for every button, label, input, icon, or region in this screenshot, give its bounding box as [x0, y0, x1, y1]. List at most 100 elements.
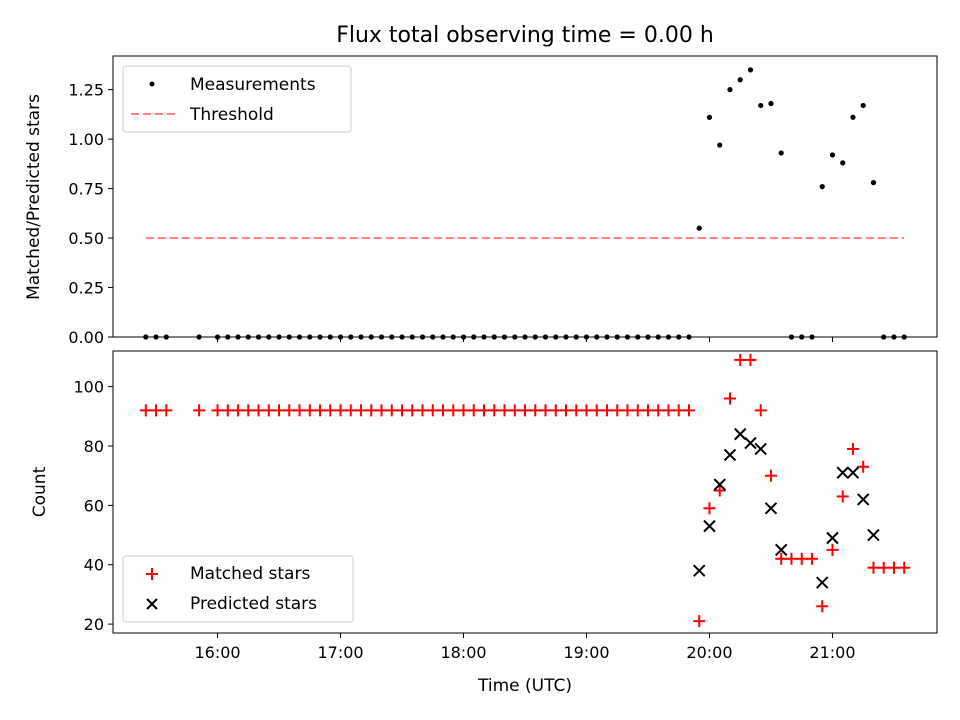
measurements-point — [337, 334, 344, 340]
matched-stars-point — [498, 404, 511, 417]
matched-stars-point — [631, 404, 644, 417]
measurements-point — [624, 334, 631, 340]
matched-stars-point — [836, 490, 849, 503]
matched-stars-point — [887, 561, 900, 574]
measurements-point — [522, 334, 528, 340]
legend-measurements-label: Measurements — [190, 75, 316, 95]
measurements-point — [614, 334, 620, 340]
x-axis-label: Time (UTC) — [477, 676, 572, 696]
matched-stars-point — [426, 404, 439, 417]
matched-stars-point — [600, 404, 613, 417]
predicted-stars-point — [816, 576, 829, 589]
legend-predicted-label: Predicted stars — [190, 594, 317, 614]
measurements-point — [358, 334, 364, 340]
bottom-y-tick-label: 40 — [84, 556, 104, 575]
matched-stars-point — [232, 404, 245, 417]
top-y-tick-label: 0.25 — [68, 279, 104, 298]
bottom-legend: Matched stars Predicted stars — [122, 555, 354, 623]
top-y-tick-label: 0.50 — [68, 229, 104, 248]
bottom-x-tick-label: 21:00 — [809, 643, 855, 662]
measurements-point — [860, 102, 866, 109]
chart-title: Flux total observing time = 0.00 h — [336, 23, 714, 48]
top-y-tick-label: 1.25 — [68, 81, 104, 100]
matched-stars-point — [898, 561, 911, 574]
measurements-point — [196, 334, 202, 340]
matched-stars-point — [508, 404, 521, 417]
matched-stars-point — [262, 404, 275, 417]
matched-stars-point — [365, 404, 378, 417]
matched-stars-point — [529, 404, 542, 417]
measurements-point — [266, 334, 272, 340]
matched-stars-point — [447, 404, 460, 417]
matched-stars-point — [652, 404, 665, 417]
matched-stars-point — [682, 404, 695, 417]
predicted-stars-point — [734, 427, 747, 441]
top-panel: Flux total observing time = 0.00 h Match… — [24, 23, 938, 347]
measurements-point — [153, 334, 159, 340]
matched-stars-point — [590, 404, 603, 417]
measurements-point — [768, 100, 774, 107]
legend-threshold-label: Threshold — [189, 105, 274, 125]
matched-stars-point — [723, 392, 736, 405]
measurements-point — [583, 334, 590, 340]
measurements-point — [235, 334, 241, 340]
matched-stars-point — [580, 404, 593, 417]
matched-stars-point — [662, 404, 675, 417]
bottom-y-tick-label: 20 — [84, 615, 104, 634]
predicted-stars-point — [723, 448, 737, 462]
predicted-stars-point — [775, 543, 788, 557]
matched-stars-point — [437, 404, 450, 417]
matched-stars-point — [488, 404, 501, 417]
matched-stars-point — [693, 615, 706, 628]
top-y-tick-label: 1.00 — [68, 130, 104, 149]
top-series — [143, 67, 907, 340]
measurements-point — [778, 150, 784, 156]
measurements-point — [696, 225, 702, 231]
matched-stars-point — [713, 484, 726, 497]
measurements-point — [881, 334, 887, 340]
matched-stars-point — [621, 404, 634, 417]
matched-stars-point — [139, 404, 152, 417]
bottom-y-axis-label: Count — [30, 466, 50, 517]
measurements-point — [563, 334, 569, 340]
matched-stars-point — [160, 404, 173, 417]
legend-matched-marker — [146, 568, 158, 580]
matched-stars-point — [221, 404, 234, 417]
matched-stars-point — [457, 404, 470, 417]
bottom-x-tick-label: 18:00 — [440, 643, 486, 662]
matched-stars-point — [877, 561, 890, 574]
predicted-stars-point — [826, 531, 839, 545]
matched-stars-point — [334, 404, 347, 417]
matched-stars-point — [764, 469, 777, 482]
matched-stars-point — [785, 552, 798, 565]
measurements-point — [655, 334, 661, 340]
matched-stars-point — [570, 404, 583, 417]
measurements-point — [665, 334, 672, 340]
matched-stars-point — [211, 404, 224, 417]
measurements-point — [225, 334, 231, 340]
predicted-stars-point — [713, 478, 726, 491]
measurements-point — [307, 334, 313, 340]
bottom-legend-box — [122, 555, 354, 623]
measurements-point — [635, 334, 641, 340]
measurements-point — [163, 334, 169, 340]
measurements-point — [430, 334, 436, 340]
top-y-axis-label: Matched/Predicted stars — [24, 94, 44, 300]
matched-stars-point — [641, 404, 654, 417]
matched-stars-point — [795, 552, 808, 565]
matched-stars-point — [559, 404, 572, 417]
matched-stars-point — [519, 404, 531, 417]
legend-matched-label: Matched stars — [190, 564, 310, 584]
measurements-point — [870, 180, 877, 186]
measurements-point — [809, 334, 815, 340]
matched-stars-point — [252, 404, 265, 417]
bottom-y-tick-label: 60 — [84, 496, 104, 515]
matched-stars-point — [396, 404, 409, 417]
matched-stars-point — [846, 442, 859, 455]
measurements-point — [491, 334, 497, 340]
measurements-point — [389, 334, 395, 340]
measurements-point — [901, 334, 907, 340]
measurements-point — [245, 334, 251, 340]
top-legend-box — [122, 65, 352, 133]
